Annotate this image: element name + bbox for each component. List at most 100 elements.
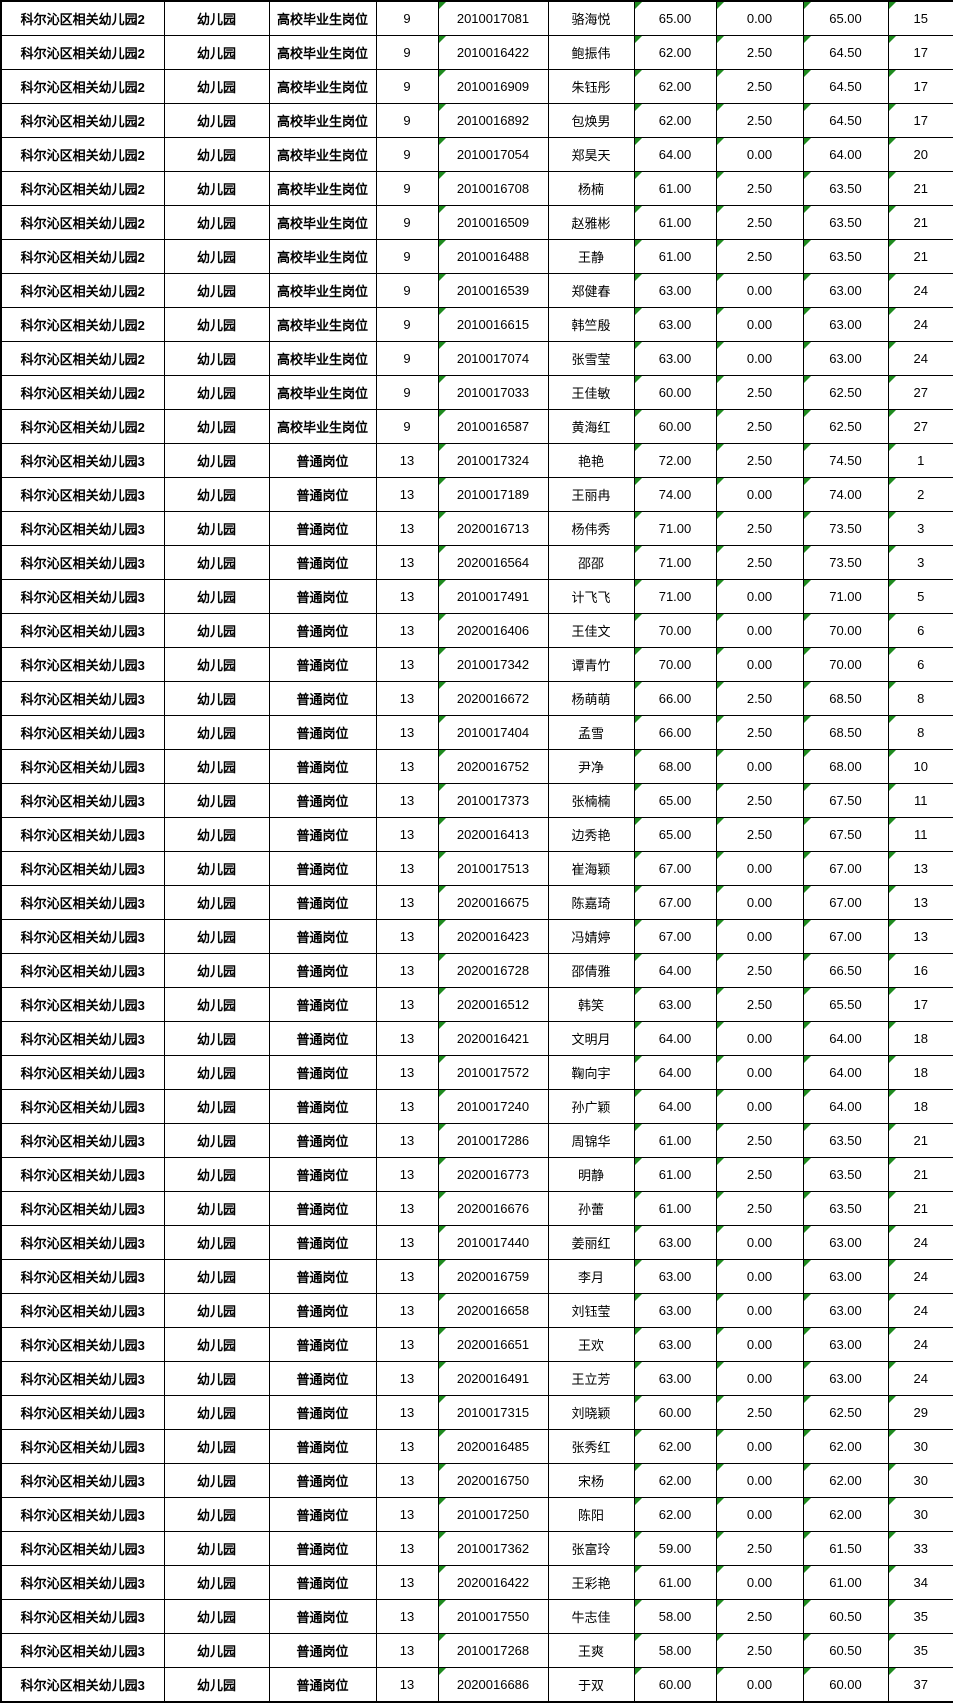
position-type-cell[interactable]: 普通岗位	[268, 1463, 377, 1499]
unit-type-cell[interactable]: 幼儿园	[163, 272, 270, 308]
position-type-cell[interactable]: 普通岗位	[268, 1565, 377, 1601]
unit-type-cell[interactable]: 幼儿园	[163, 1225, 270, 1261]
total-score-cell[interactable]: 62.50	[802, 408, 889, 444]
candidate-name-cell[interactable]: 计飞飞	[547, 578, 635, 614]
written-score-cell[interactable]: 61.00	[633, 1565, 717, 1601]
position-count-cell[interactable]: 13	[375, 1565, 439, 1601]
position-type-cell[interactable]: 普通岗位	[268, 544, 377, 580]
rank-cell[interactable]: 21	[887, 204, 953, 240]
total-score-cell[interactable]: 70.00	[802, 646, 889, 682]
rank-cell[interactable]: 15	[887, 0, 953, 36]
bonus-score-cell[interactable]: 0.00	[715, 1054, 804, 1091]
unit-type-cell[interactable]: 幼儿园	[163, 646, 270, 682]
kindergarten-name-cell[interactable]: 科尔沁区相关幼儿园3	[0, 714, 165, 750]
candidate-id-cell[interactable]: 2010017440	[437, 1225, 549, 1261]
unit-type-cell[interactable]: 幼儿园	[163, 680, 270, 716]
kindergarten-name-cell[interactable]: 科尔沁区相关幼儿园3	[0, 646, 165, 682]
bonus-score-cell[interactable]: 0.00	[715, 1088, 804, 1125]
candidate-name-cell[interactable]: 陈嘉琦	[547, 884, 635, 920]
candidate-id-cell[interactable]: 2010017373	[437, 782, 549, 818]
kindergarten-name-cell[interactable]: 科尔沁区相关幼儿园3	[0, 476, 165, 512]
unit-type-cell[interactable]: 幼儿园	[163, 442, 270, 478]
kindergarten-name-cell[interactable]: 科尔沁区相关幼儿园3	[0, 680, 165, 716]
kindergarten-name-cell[interactable]: 科尔沁区相关幼儿园2	[0, 238, 165, 274]
total-score-cell[interactable]: 62.00	[802, 1429, 889, 1465]
position-type-cell[interactable]: 高校毕业生岗位	[268, 408, 377, 444]
unit-type-cell[interactable]: 幼儿园	[163, 374, 270, 410]
rank-cell[interactable]: 21	[887, 1157, 953, 1193]
position-count-cell[interactable]: 13	[375, 850, 439, 886]
kindergarten-name-cell[interactable]: 科尔沁区相关幼儿园2	[0, 306, 165, 342]
candidate-id-cell[interactable]: 2010017286	[437, 1123, 549, 1159]
position-count-cell[interactable]: 13	[375, 646, 439, 682]
candidate-id-cell[interactable]: 2010017513	[437, 850, 549, 886]
position-type-cell[interactable]: 普通岗位	[268, 1361, 377, 1397]
total-score-cell[interactable]: 63.50	[802, 204, 889, 240]
candidate-id-cell[interactable]: 2020016406	[437, 612, 549, 648]
position-type-cell[interactable]: 普通岗位	[268, 646, 377, 682]
position-type-cell[interactable]: 高校毕业生岗位	[268, 136, 377, 172]
candidate-name-cell[interactable]: 边秀艳	[547, 816, 635, 852]
rank-cell[interactable]: 6	[887, 612, 953, 648]
position-count-cell[interactable]: 9	[375, 136, 439, 172]
written-score-cell[interactable]: 65.00	[633, 782, 717, 818]
rank-cell[interactable]: 18	[887, 1054, 953, 1091]
rank-cell[interactable]: 18	[887, 1088, 953, 1125]
unit-type-cell[interactable]: 幼儿园	[163, 1327, 270, 1363]
total-score-cell[interactable]: 64.00	[802, 1088, 889, 1125]
written-score-cell[interactable]: 72.00	[633, 442, 717, 478]
candidate-name-cell[interactable]: 包焕男	[547, 102, 635, 138]
position-type-cell[interactable]: 普通岗位	[268, 1395, 377, 1431]
unit-type-cell[interactable]: 幼儿园	[163, 510, 270, 546]
written-score-cell[interactable]: 63.00	[633, 986, 717, 1022]
position-count-cell[interactable]: 13	[375, 1531, 439, 1567]
bonus-score-cell[interactable]: 2.50	[715, 1531, 804, 1567]
candidate-name-cell[interactable]: 孙蕾	[547, 1191, 635, 1227]
total-score-cell[interactable]: 73.50	[802, 510, 889, 546]
bonus-score-cell[interactable]: 2.50	[715, 442, 804, 478]
total-score-cell[interactable]: 63.00	[802, 306, 889, 342]
kindergarten-name-cell[interactable]: 科尔沁区相关幼儿园3	[0, 544, 165, 580]
rank-cell[interactable]: 1	[887, 442, 953, 478]
candidate-name-cell[interactable]: 艳艳	[547, 442, 635, 478]
written-score-cell[interactable]: 67.00	[633, 884, 717, 920]
candidate-name-cell[interactable]: 明静	[547, 1157, 635, 1193]
candidate-id-cell[interactable]: 2010016615	[437, 306, 549, 342]
written-score-cell[interactable]: 61.00	[633, 1157, 717, 1193]
position-count-cell[interactable]: 13	[375, 1667, 439, 1703]
total-score-cell[interactable]: 62.00	[802, 1463, 889, 1499]
unit-type-cell[interactable]: 幼儿园	[163, 1054, 270, 1091]
total-score-cell[interactable]: 63.50	[802, 1157, 889, 1193]
written-score-cell[interactable]: 62.00	[633, 1429, 717, 1465]
kindergarten-name-cell[interactable]: 科尔沁区相关幼儿园3	[0, 442, 165, 478]
candidate-id-cell[interactable]: 2010017550	[437, 1599, 549, 1635]
unit-type-cell[interactable]: 幼儿园	[163, 136, 270, 172]
position-type-cell[interactable]: 普通岗位	[268, 1054, 377, 1091]
rank-cell[interactable]: 16	[887, 952, 953, 988]
position-type-cell[interactable]: 高校毕业生岗位	[268, 306, 377, 342]
bonus-score-cell[interactable]: 0.00	[715, 1429, 804, 1465]
rank-cell[interactable]: 13	[887, 884, 953, 920]
unit-type-cell[interactable]: 幼儿园	[163, 102, 270, 138]
candidate-name-cell[interactable]: 王丽冉	[547, 476, 635, 512]
total-score-cell[interactable]: 65.00	[802, 0, 889, 36]
position-count-cell[interactable]: 13	[375, 1599, 439, 1635]
candidate-id-cell[interactable]: 2020016658	[437, 1293, 549, 1329]
candidate-id-cell[interactable]: 2010017362	[437, 1531, 549, 1567]
candidate-name-cell[interactable]: 王佳敏	[547, 374, 635, 410]
kindergarten-name-cell[interactable]: 科尔沁区相关幼儿园3	[0, 850, 165, 886]
written-score-cell[interactable]: 63.00	[633, 340, 717, 376]
candidate-id-cell[interactable]: 2010017342	[437, 646, 549, 682]
unit-type-cell[interactable]: 幼儿园	[163, 986, 270, 1022]
unit-type-cell[interactable]: 幼儿园	[163, 1157, 270, 1193]
rank-cell[interactable]: 5	[887, 578, 953, 614]
rank-cell[interactable]: 11	[887, 816, 953, 852]
bonus-score-cell[interactable]: 2.50	[715, 68, 804, 104]
total-score-cell[interactable]: 63.00	[802, 340, 889, 376]
written-score-cell[interactable]: 62.00	[633, 102, 717, 138]
total-score-cell[interactable]: 62.50	[802, 374, 889, 410]
kindergarten-name-cell[interactable]: 科尔沁区相关幼儿园2	[0, 170, 165, 206]
bonus-score-cell[interactable]: 2.50	[715, 1599, 804, 1635]
position-count-cell[interactable]: 13	[375, 1327, 439, 1363]
bonus-score-cell[interactable]: 2.50	[715, 170, 804, 206]
